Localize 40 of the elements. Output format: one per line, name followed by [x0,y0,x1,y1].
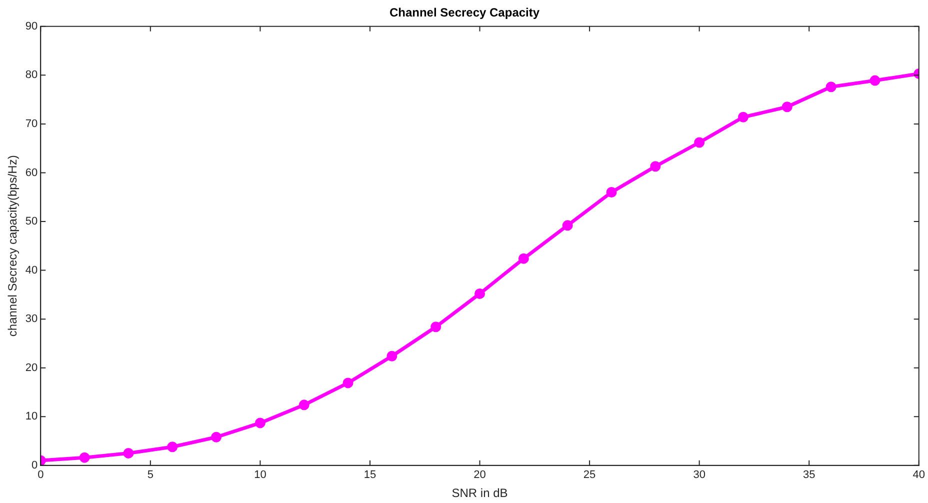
y-tick-label: 0 [32,459,38,472]
x-axis-title: SNR in dB [452,486,508,500]
point [386,350,398,362]
chart-title: Channel Secrecy Capacity [389,6,540,20]
y-tick-label: 90 [25,20,38,32]
x-tick-label: 40 [912,469,926,482]
y-tick-label: 70 [25,118,38,130]
point [562,220,573,231]
y-tick-label: 30 [25,313,38,326]
x-tick-label: 15 [364,469,376,482]
y-tick-label: 60 [25,166,38,179]
point [123,448,134,458]
point [826,82,836,92]
y-tick-label: 20 [25,362,38,374]
point [518,253,529,264]
point [738,112,748,122]
y-tick-label: 10 [25,410,38,423]
x-tick-label: 25 [583,469,596,482]
x-tick-label: 20 [474,469,486,482]
point [167,442,178,452]
point [254,418,266,428]
point [430,322,442,332]
point [298,400,310,410]
x-tick-label: 10 [254,469,266,482]
x-tick-label: 35 [802,469,816,482]
y-tick-label: 50 [25,216,38,228]
y-axis-title: channel Secrecy capacity(bps/Hz) [6,155,20,337]
point [782,102,792,112]
point [342,378,354,388]
point [650,161,661,172]
x-tick-label: 30 [693,469,706,482]
y-tick-label: 80 [25,69,38,82]
point [211,432,222,442]
point [870,75,880,86]
point [79,452,90,463]
point [474,288,486,299]
point [694,137,705,148]
x-tick-label: 5 [147,469,154,482]
y-tick-label: 40 [25,264,38,276]
point [606,186,617,198]
